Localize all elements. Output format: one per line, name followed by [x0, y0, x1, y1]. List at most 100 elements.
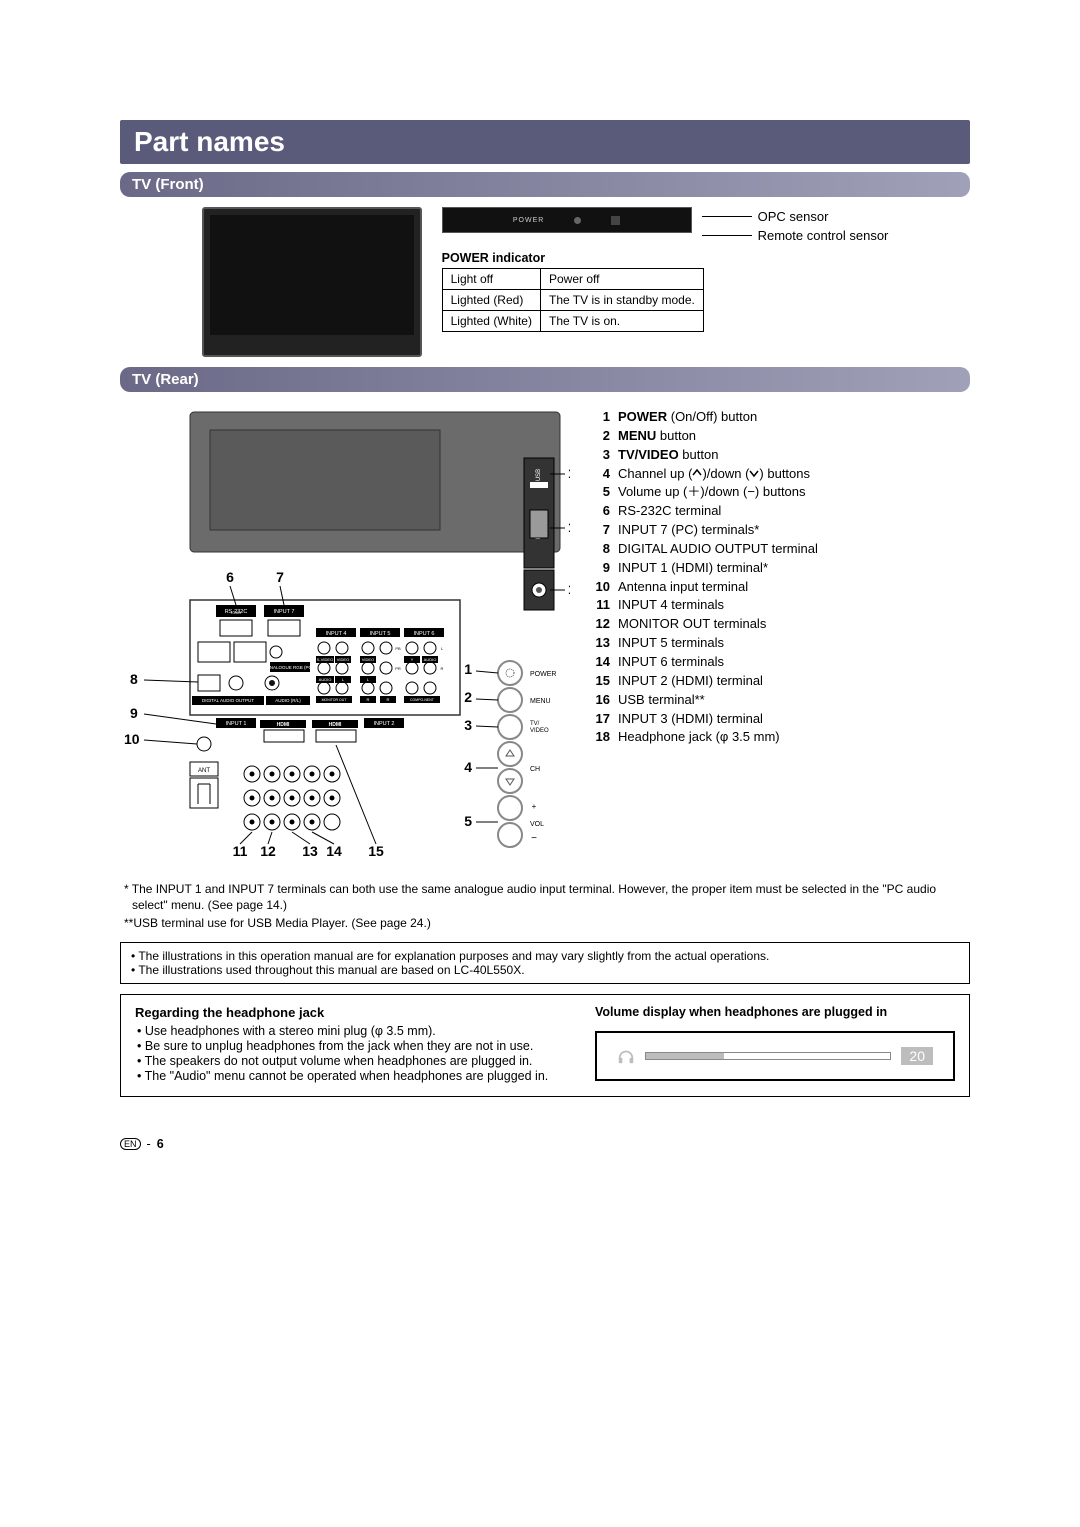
- hp-bullet: Use headphones with a stereo mini plug (…: [149, 1024, 565, 1038]
- svg-text:−: −: [531, 833, 537, 844]
- rear-diagram: USB INPUT 3 16 17 18 RS-232C: [120, 400, 570, 863]
- note-item: The illustrations used throughout this m…: [131, 963, 959, 977]
- svg-text:MONITOR OUT: MONITOR OUT: [322, 698, 348, 702]
- svg-text:HDMI: HDMI: [329, 722, 342, 728]
- manual-page: Part names TV (Front) POWER OPC sensor: [0, 0, 1080, 1191]
- headphone-box: Regarding the headphone jack Use headpho…: [120, 994, 970, 1097]
- list-item: 4Channel up ()/down () buttons: [590, 465, 970, 484]
- ir-sensor-icon: [611, 216, 620, 225]
- rear-illustration-svg: USB INPUT 3 16 17 18 RS-232C: [120, 400, 570, 860]
- callout-10: 10: [124, 731, 140, 747]
- chevron-up-icon: [692, 468, 702, 478]
- input6-label: INPUT 6: [414, 631, 435, 637]
- callout-8: 8: [130, 671, 138, 687]
- svg-text:VIDEO: VIDEO: [337, 657, 349, 662]
- callout-3: 3: [464, 717, 472, 733]
- power-indicator-table: POWER indicator Light off Power off Ligh…: [442, 251, 704, 332]
- list-item: 10Antenna input terminal: [590, 578, 970, 597]
- svg-text:+: +: [532, 802, 537, 811]
- svg-text:AUDIO (R/L): AUDIO (R/L): [275, 698, 301, 703]
- callout-16: 16: [568, 465, 570, 481]
- list-item: 6RS-232C terminal: [590, 502, 970, 521]
- volume-display: 20: [595, 1031, 955, 1081]
- footnote-1: * The INPUT 1 and INPUT 7 terminals can …: [120, 881, 970, 913]
- table-row: Lighted (Red) The TV is in standby mode.: [442, 290, 703, 311]
- list-item: 16USB terminal**: [590, 691, 970, 710]
- headphones-icon: [617, 1047, 635, 1065]
- svg-text:DIGITAL AUDIO OUTPUT: DIGITAL AUDIO OUTPUT: [202, 698, 254, 703]
- section-tv-front: TV (Front): [120, 172, 970, 197]
- tv-rear-area: USB INPUT 3 16 17 18 RS-232C: [120, 400, 970, 863]
- headphone-title: Regarding the headphone jack: [135, 1005, 565, 1020]
- footnote-2: **USB terminal use for USB Media Player.…: [120, 915, 970, 931]
- svg-text:R: R: [367, 697, 370, 702]
- headphone-right: Volume display when headphones are plugg…: [595, 1005, 955, 1084]
- tv-front-area: POWER OPC sensor Remote control sensor P…: [120, 207, 970, 357]
- list-item: 3TV/VIDEO button: [590, 446, 970, 465]
- input2-label: INPUT 2: [374, 721, 395, 727]
- hp-bullet: The speakers do not output volume when h…: [149, 1054, 565, 1068]
- svg-text:VIDEO: VIDEO: [530, 728, 549, 734]
- menu-btn-label: MENU: [530, 698, 551, 705]
- callout-14: 14: [326, 843, 342, 859]
- pi-cell: The TV is in standby mode.: [540, 290, 703, 311]
- list-item: 18Headphone jack (φ 3.5 mm): [590, 728, 970, 747]
- list-item: 8DIGITAL AUDIO OUTPUT terminal: [590, 540, 970, 559]
- section-tv-rear: TV (Rear): [120, 367, 970, 392]
- power-indicator-caption: POWER indicator: [442, 251, 704, 268]
- list-item: 14INPUT 6 terminals: [590, 653, 970, 672]
- svg-text:AUDIO: AUDIO: [319, 677, 332, 682]
- callout-17: 17: [568, 519, 570, 535]
- callout-7: 7: [276, 569, 284, 585]
- vol-btn-label: VOL: [530, 821, 544, 828]
- callout-12: 12: [260, 843, 276, 859]
- hp-bullet: The "Audio" menu cannot be operated when…: [149, 1069, 565, 1083]
- usb-port-label: USB: [536, 469, 542, 481]
- callout-6: 6: [226, 569, 234, 585]
- list-item: 1POWER (On/Off) button: [590, 408, 970, 427]
- remote-label: Remote control sensor: [758, 228, 889, 243]
- list-item: 2MENU button: [590, 427, 970, 446]
- page-footer: EN - 6: [120, 1137, 970, 1151]
- rear-button-column: POWER MENU TV/ VIDEO CH + VOL −: [498, 661, 556, 847]
- svg-text:IOIOI: IOIOI: [231, 610, 241, 615]
- pi-cell: The TV is on.: [540, 311, 703, 332]
- ant-label: ANT: [198, 768, 210, 774]
- list-item: 11INPUT 4 terminals: [590, 596, 970, 615]
- hp-bullet: Be sure to unplug headphones from the ja…: [149, 1039, 565, 1053]
- chevron-down-icon: [749, 468, 759, 478]
- power-btn-label: POWER: [530, 671, 556, 678]
- callout-15: 15: [368, 843, 384, 859]
- input4-label: INPUT 4: [326, 631, 347, 637]
- callout-1: 1: [464, 661, 472, 677]
- list-item: 7INPUT 7 (PC) terminals*: [590, 521, 970, 540]
- pi-cell: Lighted (White): [442, 311, 540, 332]
- volume-bar-fill: [646, 1053, 724, 1059]
- footer-sep: -: [147, 1137, 151, 1151]
- callout-13: 13: [302, 843, 318, 859]
- table-row: Lighted (White) The TV is on.: [442, 311, 703, 332]
- list-item: 9INPUT 1 (HDMI) terminal*: [590, 559, 970, 578]
- pi-cell: Lighted (Red): [442, 290, 540, 311]
- svg-text:S-VIDEO: S-VIDEO: [317, 657, 333, 662]
- svg-text:COMPO-NENT: COMPO-NENT: [410, 698, 435, 702]
- callout-11: 11: [233, 843, 248, 859]
- headphone-left: Regarding the headphone jack Use headpho…: [135, 1005, 565, 1084]
- callout-9: 9: [130, 705, 138, 721]
- power-text: POWER: [513, 217, 544, 224]
- svg-text:R: R: [441, 666, 444, 671]
- list-item: 13INPUT 5 terminals: [590, 634, 970, 653]
- opc-label-row: OPC sensor: [702, 209, 889, 224]
- volume-bar: [645, 1052, 891, 1060]
- list-item: 17INPUT 3 (HDMI) terminal: [590, 710, 970, 729]
- page-title: Part names: [120, 120, 970, 164]
- list-item: 5Volume up (＋)/down (−) buttons: [590, 483, 970, 502]
- svg-text:TV/: TV/: [530, 721, 540, 727]
- callout-4: 4: [464, 759, 472, 775]
- callout-18: 18: [568, 581, 570, 597]
- svg-text:PR: PR: [395, 666, 401, 671]
- list-item: 12MONITOR OUT terminals: [590, 615, 970, 634]
- input5-label: INPUT 5: [370, 631, 391, 637]
- ch-btn-label: CH: [530, 766, 540, 773]
- table-row: Light off Power off: [442, 269, 703, 290]
